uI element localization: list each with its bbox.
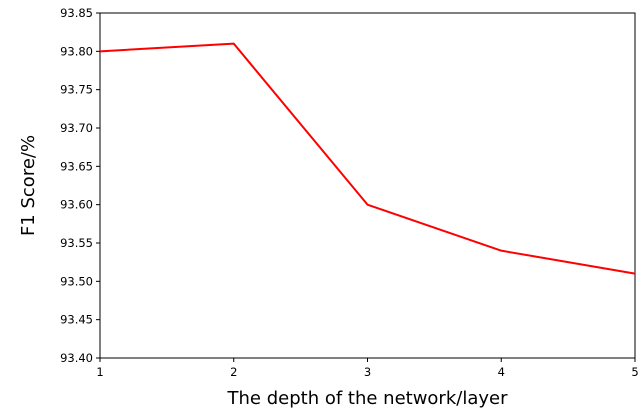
series-line-0 <box>99 42 636 275</box>
x-axis-title: The depth of the network/layer <box>227 388 509 409</box>
x-tick-label: 1 <box>96 365 103 379</box>
y-tick-label: 93.80 <box>60 44 93 58</box>
y-tick-label: 93.50 <box>60 274 93 288</box>
y-tick-label: 93.45 <box>60 313 93 327</box>
series-group <box>99 42 636 275</box>
y-axis-ticks: 93.40 93.45 93.50 93.55 93.60 93.65 93.70 93.75… <box>60 6 100 365</box>
y-tick-label: 93.70 <box>60 121 93 135</box>
y-tick-label: 93.60 <box>60 198 93 212</box>
y-tick-label: 93.40 <box>60 351 93 365</box>
y-axis-title: F1 Score/% <box>18 135 39 236</box>
y-tick-label: 93.75 <box>60 83 93 97</box>
x-tick-label: 3 <box>364 365 371 379</box>
x-axis-ticks: 1 2 3 4 5 <box>96 358 639 379</box>
y-tick-label: 93.55 <box>60 236 93 250</box>
x-tick-label: 5 <box>631 365 638 379</box>
x-tick-label: 4 <box>498 365 505 379</box>
plot-area <box>99 12 636 359</box>
x-tick-label: 2 <box>230 365 237 379</box>
y-tick-label: 93.85 <box>60 6 93 20</box>
y-tick-label: 93.65 <box>60 159 93 173</box>
